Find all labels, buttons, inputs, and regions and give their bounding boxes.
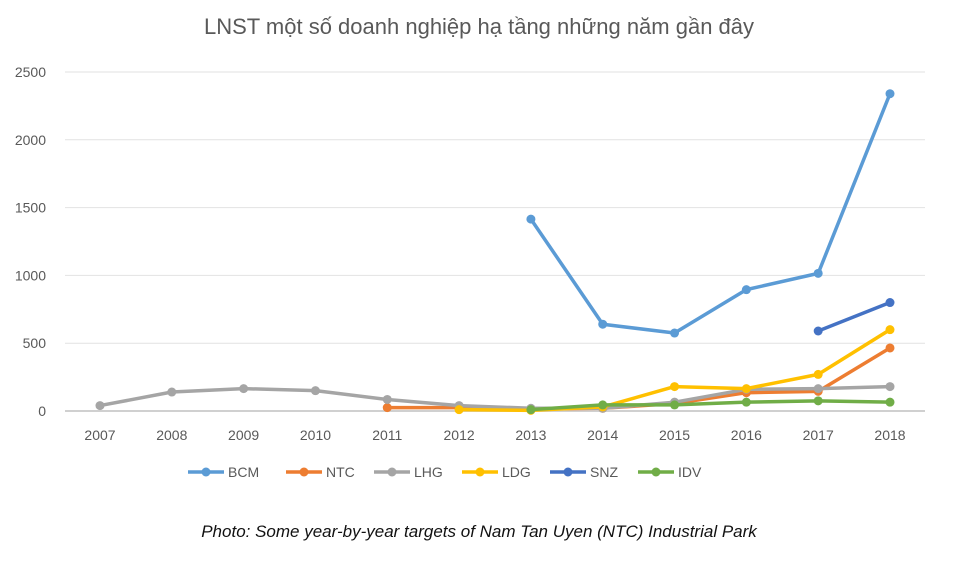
series-line bbox=[99, 384, 891, 411]
y-tick-label: 1000 bbox=[15, 267, 46, 283]
legend-item-lhg: LHG bbox=[374, 464, 443, 480]
x-tick-label: 2018 bbox=[874, 427, 905, 443]
x-tick-label: 2011 bbox=[372, 427, 402, 443]
legend-item-snz: SNZ bbox=[550, 464, 618, 480]
data-point bbox=[239, 384, 249, 394]
data-point bbox=[813, 396, 823, 406]
x-tick-label: 2015 bbox=[659, 427, 690, 443]
data-point bbox=[670, 400, 680, 410]
series-lhg bbox=[95, 382, 895, 413]
series-snz bbox=[813, 298, 895, 336]
x-tick-label: 2008 bbox=[156, 427, 187, 443]
data-point bbox=[310, 386, 320, 396]
legend-marker bbox=[651, 467, 661, 477]
legend-label: BCM bbox=[228, 464, 259, 480]
data-point bbox=[741, 384, 751, 394]
series-idv bbox=[526, 396, 895, 415]
data-point bbox=[885, 397, 895, 407]
x-tick-label: 2007 bbox=[84, 427, 115, 443]
data-point bbox=[813, 268, 823, 278]
data-point bbox=[741, 285, 751, 295]
legend-marker bbox=[201, 467, 211, 477]
legend-label: LHG bbox=[414, 464, 443, 480]
data-point bbox=[598, 319, 608, 329]
data-point bbox=[885, 89, 895, 99]
x-tick-label: 2012 bbox=[444, 427, 475, 443]
data-point bbox=[885, 298, 895, 308]
data-point bbox=[526, 405, 536, 415]
data-point bbox=[813, 369, 823, 379]
data-point bbox=[813, 384, 823, 394]
x-tick-label: 2010 bbox=[300, 427, 331, 443]
x-tick-label: 2013 bbox=[515, 427, 546, 443]
series-bcm bbox=[526, 89, 895, 338]
data-point bbox=[741, 397, 751, 407]
data-point bbox=[813, 326, 823, 336]
series-line bbox=[529, 93, 892, 335]
legend-label: NTC bbox=[326, 464, 355, 480]
legend-label: LDG bbox=[502, 464, 531, 480]
x-tick-label: 2016 bbox=[731, 427, 762, 443]
data-point bbox=[382, 403, 392, 413]
chart-title: LNST một số doanh nghiệp hạ tầng những n… bbox=[203, 14, 755, 39]
data-point bbox=[598, 400, 608, 410]
series-line bbox=[817, 300, 891, 333]
data-point bbox=[382, 394, 392, 404]
y-tick-label: 500 bbox=[23, 335, 47, 351]
legend-item-bcm: BCM bbox=[188, 464, 259, 480]
legend-item-ntc: NTC bbox=[286, 464, 355, 480]
photo-caption: Photo: Some year-by-year targets of Nam … bbox=[201, 522, 757, 541]
data-point bbox=[670, 382, 680, 392]
y-tick-label: 1500 bbox=[15, 200, 46, 216]
x-tick-label: 2009 bbox=[228, 427, 259, 443]
y-tick-label: 2000 bbox=[15, 132, 46, 148]
x-tick-label: 2014 bbox=[587, 427, 618, 443]
series-line bbox=[530, 399, 891, 412]
legend-marker bbox=[475, 467, 485, 477]
legend-marker bbox=[299, 467, 309, 477]
data-point bbox=[167, 387, 177, 397]
legend-label: SNZ bbox=[590, 464, 618, 480]
legend-marker bbox=[387, 467, 397, 477]
y-tick-label: 2500 bbox=[15, 64, 46, 80]
data-point bbox=[454, 405, 464, 415]
data-point bbox=[670, 328, 680, 338]
y-tick-label: 0 bbox=[38, 403, 46, 419]
legend-item-ldg: LDG bbox=[462, 464, 531, 480]
data-point bbox=[885, 343, 895, 353]
legend-item-idv: IDV bbox=[638, 464, 702, 480]
data-point bbox=[885, 325, 895, 335]
line-chart: 0 500 1000 1500 2000 2500 2007 2008 2009 2010 2011… bbox=[15, 64, 925, 480]
legend-label: IDV bbox=[678, 464, 702, 480]
data-point bbox=[95, 401, 105, 411]
data-point bbox=[885, 382, 895, 392]
data-point bbox=[526, 214, 536, 224]
x-tick-label: 2017 bbox=[803, 427, 834, 443]
legend-marker bbox=[563, 467, 573, 477]
